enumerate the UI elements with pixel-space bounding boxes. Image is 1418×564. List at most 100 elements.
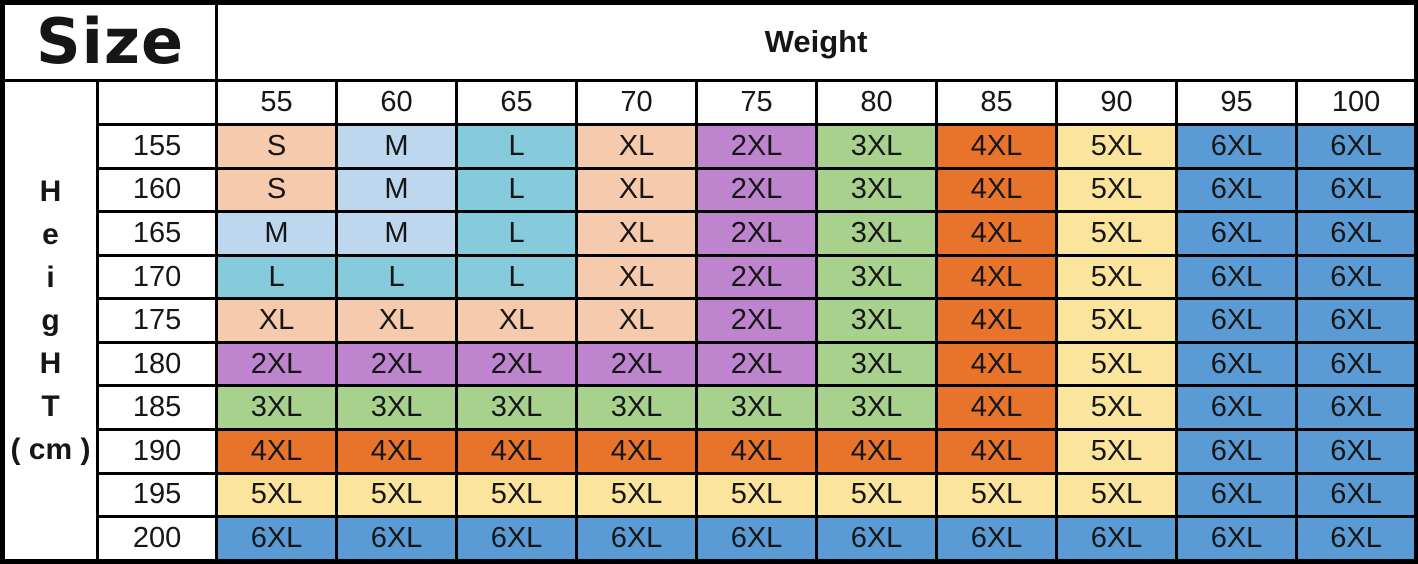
size-cell: 5XL [935, 471, 1059, 519]
size-cell: L [455, 253, 579, 301]
size-cell: M [335, 166, 459, 214]
size-cell: 2XL [695, 297, 819, 344]
size-cell: 2XL [695, 340, 819, 388]
weight-header-cell: 60 [335, 79, 459, 126]
size-cell: 6XL [1295, 471, 1418, 519]
size-cell: 2XL [455, 340, 579, 388]
size-cell: 3XL [815, 166, 939, 214]
weight-header-cell: 75 [695, 79, 819, 126]
size-cell: 5XL [815, 471, 939, 519]
size-cell: M [215, 210, 339, 257]
size-cell: 5XL [1055, 428, 1179, 475]
size-cell: 6XL [1295, 210, 1418, 257]
size-cell: 5XL [1055, 123, 1179, 170]
height-cell: 200 [95, 515, 219, 563]
size-cell: 6XL [1295, 428, 1418, 475]
size-cell: L [455, 166, 579, 214]
height-label-letter: H [39, 175, 62, 208]
size-cell: 6XL [1175, 297, 1299, 344]
size-cell: 4XL [935, 253, 1059, 301]
size-cell: XL [575, 253, 699, 301]
size-cell: 5XL [1055, 166, 1179, 214]
size-cell: 5XL [335, 471, 459, 519]
size-cell: 3XL [815, 210, 939, 257]
weight-title: Weight [215, 1, 1418, 82]
size-cell: 5XL [215, 471, 339, 519]
height-cell: 170 [95, 253, 219, 301]
size-cell: 4XL [935, 297, 1059, 344]
size-cell: 5XL [1055, 210, 1179, 257]
title-row: Size Weight [0, 1, 1418, 82]
size-cell: 3XL [815, 123, 939, 170]
size-cell: 4XL [935, 123, 1059, 170]
size-cell: 6XL [1175, 471, 1299, 519]
height-label-letter: i [46, 261, 55, 294]
weight-header-cell: 95 [1175, 79, 1299, 126]
size-cell: 6XL [1295, 253, 1418, 301]
size-cell: L [215, 253, 339, 301]
size-cell: 2XL [695, 253, 819, 301]
height-label-letter: ( cm ) [10, 433, 91, 466]
table-row: 155 S M L XL 2XL 3XL 4XL 5XL 6XL 6XL [3, 123, 1418, 170]
table-row: 185 3XL 3XL 3XL 3XL 3XL 3XL 4XL 5XL 6XL 6XL [3, 384, 1418, 432]
size-cell: 4XL [935, 340, 1059, 388]
size-cell: 3XL [815, 340, 939, 388]
size-cell: XL [575, 297, 699, 344]
size-cell: XL [455, 297, 579, 344]
weight-header-cell: 70 [575, 79, 699, 126]
size-cell: 4XL [935, 166, 1059, 214]
size-cell: 4XL [815, 428, 939, 475]
size-cell: 5XL [1055, 384, 1179, 432]
size-cell: 6XL [1175, 384, 1299, 432]
size-cell: 6XL [1175, 515, 1299, 563]
size-cell: 2XL [575, 340, 699, 388]
size-cell: M [335, 210, 459, 257]
height-cell: 155 [95, 123, 219, 170]
size-cell: 5XL [1055, 340, 1179, 388]
size-cell: 4XL [935, 384, 1059, 432]
table-row: 195 5XL 5XL 5XL 5XL 5XL 5XL 5XL 5XL 6XL 6XL [3, 471, 1418, 519]
size-cell: 4XL [335, 428, 459, 475]
size-cell: 6XL [1175, 253, 1299, 301]
size-cell: 6XL [1175, 210, 1299, 257]
size-cell: 6XL [1175, 166, 1299, 214]
weight-header-cell: 55 [215, 79, 339, 126]
size-cell: 6XL [1175, 428, 1299, 475]
table-row: 200 6XL 6XL 6XL 6XL 6XL 6XL 6XL 6XL 6XL 6XL [3, 515, 1418, 563]
height-cell: 175 [95, 297, 219, 344]
size-cell: XL [215, 297, 339, 344]
table-row: 165 M M L XL 2XL 3XL 4XL 5XL 6XL 6XL [3, 210, 1418, 257]
size-cell: 5XL [1055, 253, 1179, 301]
height-label-letter: g [41, 304, 60, 337]
size-cell: 6XL [455, 515, 579, 563]
size-cell: 3XL [815, 253, 939, 301]
size-title: Size [0, 1, 219, 82]
size-cell: 2XL [335, 340, 459, 388]
size-cell: 6XL [215, 515, 339, 563]
height-cell: 165 [95, 210, 219, 257]
size-cell: 3XL [575, 384, 699, 432]
size-cell: 2XL [695, 123, 819, 170]
size-cell: 4XL [935, 428, 1059, 475]
size-cell: 3XL [455, 384, 579, 432]
size-cell: 6XL [1175, 123, 1299, 170]
size-cell: 6XL [335, 515, 459, 563]
size-cell: 4XL [215, 428, 339, 475]
size-cell: 6XL [1175, 340, 1299, 388]
height-cell: 185 [95, 384, 219, 432]
table-row: 160 S M L XL 2XL 3XL 4XL 5XL 6XL 6XL [3, 166, 1418, 214]
size-cell: 4XL [935, 210, 1059, 257]
size-cell: L [455, 123, 579, 170]
size-cell: M [335, 123, 459, 170]
size-cell: 5XL [1055, 297, 1179, 344]
size-cell: XL [575, 210, 699, 257]
size-cell: 5XL [575, 471, 699, 519]
size-cell: XL [335, 297, 459, 344]
size-cell: 5XL [455, 471, 579, 519]
size-cell: L [335, 253, 459, 301]
weight-header-cell: 65 [455, 79, 579, 126]
size-cell: 5XL [695, 471, 819, 519]
